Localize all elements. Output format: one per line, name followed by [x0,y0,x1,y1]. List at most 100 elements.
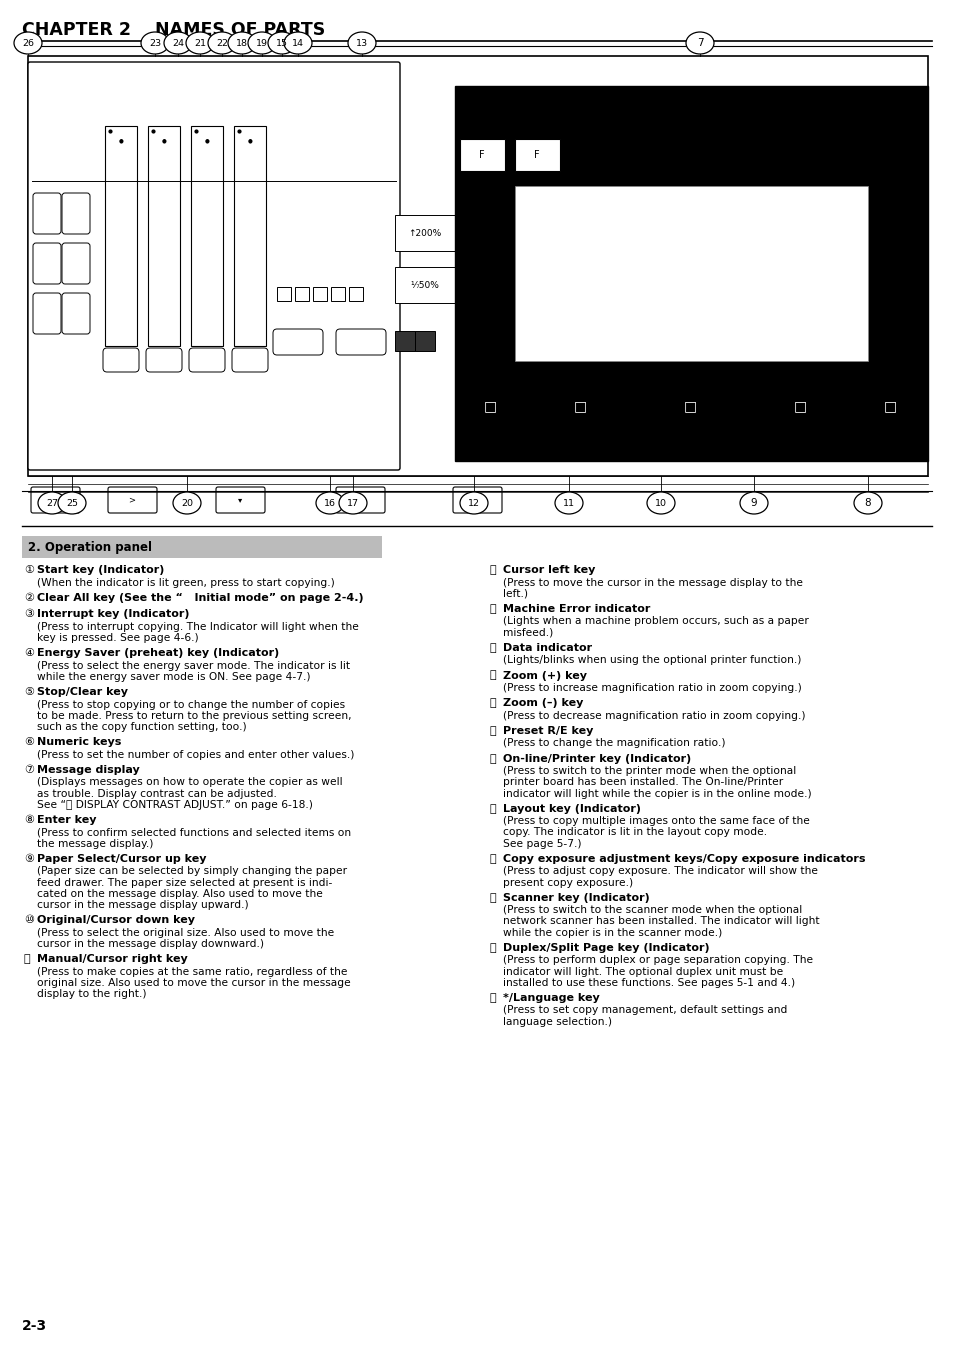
Text: Layout key (Indicator): Layout key (Indicator) [502,804,640,813]
Text: left.): left.) [502,589,527,598]
Text: while the copier is in the scanner mode.): while the copier is in the scanner mode.… [502,928,721,938]
Ellipse shape [555,492,582,513]
Text: <: < [51,496,58,504]
Bar [455,86,927,461]
Bar [294,286,309,301]
Bar [28,55,927,476]
Ellipse shape [338,492,367,513]
Bar [105,126,137,346]
FancyBboxPatch shape [189,349,225,372]
FancyBboxPatch shape [335,486,385,513]
Text: □: □ [682,399,696,413]
Text: Zoom (+) key: Zoom (+) key [502,670,586,681]
Ellipse shape [172,492,201,513]
Text: (Paper size can be selected by simply changing the paper: (Paper size can be selected by simply ch… [37,866,347,877]
Ellipse shape [164,32,192,54]
Text: ⒵: ⒵ [490,943,497,952]
Text: (Displays messages on how to operate the copier as well: (Displays messages on how to operate the… [37,777,342,788]
Bar [313,286,327,301]
Text: Zoom (–) key: Zoom (–) key [502,698,583,708]
Ellipse shape [248,32,275,54]
Text: See page 5-7.): See page 5-7.) [502,839,581,848]
Ellipse shape [315,492,344,513]
Text: Paper Select/Cursor up key: Paper Select/Cursor up key [37,854,206,863]
Ellipse shape [740,492,767,513]
Ellipse shape [268,32,295,54]
Ellipse shape [284,32,312,54]
Text: □: □ [882,399,896,413]
Ellipse shape [208,32,235,54]
Text: ...: ... [473,496,480,504]
FancyBboxPatch shape [62,243,90,284]
Text: (Press to select the original size. Also used to move the: (Press to select the original size. Also… [37,928,334,938]
Bar [331,286,345,301]
Bar [148,126,180,346]
FancyBboxPatch shape [453,486,501,513]
Text: ⑱: ⑱ [490,754,497,763]
Text: ▴: ▴ [357,496,362,504]
Text: Clear All key (See the “   Initial mode” on page 2-4.): Clear All key (See the “ Initial mode” o… [37,593,363,603]
Text: □: □ [483,399,497,413]
Ellipse shape [14,32,42,54]
Text: network scanner has been installed. The indicator will light: network scanner has been installed. The … [502,916,819,927]
Text: feed drawer. The paper size selected at present is indi-: feed drawer. The paper size selected at … [37,878,332,888]
Text: (Press to move the cursor in the message display to the: (Press to move the cursor in the message… [502,577,802,588]
Text: 10: 10 [655,499,666,508]
FancyBboxPatch shape [33,193,61,234]
Ellipse shape [459,492,488,513]
Text: 18: 18 [235,38,248,47]
Text: 9: 9 [750,499,757,508]
Text: present copy exposure.): present copy exposure.) [502,878,633,888]
Bar [515,186,867,361]
Text: as trouble. Display contrast can be adjusted.: as trouble. Display contrast can be adju… [37,789,276,798]
Text: ⑤: ⑤ [24,688,34,697]
Ellipse shape [38,492,66,513]
Text: 14: 14 [292,38,304,47]
Text: Original/Cursor down key: Original/Cursor down key [37,915,194,925]
Text: Preset R/E key: Preset R/E key [502,725,593,736]
Text: ⑲: ⑲ [490,804,497,813]
FancyBboxPatch shape [215,486,265,513]
Text: printer board has been installed. The On-line/Printer: printer board has been installed. The On… [502,777,782,788]
Text: (Press to stop copying or to change the number of copies: (Press to stop copying or to change the … [37,700,345,709]
Text: (Press to set the number of copies and enter other values.): (Press to set the number of copies and e… [37,750,354,759]
Text: ⑧: ⑧ [24,815,34,825]
Text: Energy Saver (preheat) key (Indicator): Energy Saver (preheat) key (Indicator) [37,648,279,658]
Text: 15: 15 [275,38,288,47]
Bar [395,215,455,251]
Text: (Press to interrupt copying. The Indicator will light when the: (Press to interrupt copying. The Indicat… [37,621,358,632]
Text: */Language key: */Language key [502,993,599,1002]
Text: Enter key: Enter key [37,815,96,825]
Text: ⑰: ⑰ [490,725,497,736]
FancyBboxPatch shape [103,349,139,372]
FancyBboxPatch shape [33,243,61,284]
FancyBboxPatch shape [232,349,268,372]
Text: installed to use these functions. See pages 5-1 and 4.): installed to use these functions. See pa… [502,978,794,988]
Text: (Press to confirm selected functions and selected items on: (Press to confirm selected functions and… [37,827,351,838]
Text: ⅐50%: ⅐50% [410,281,439,289]
Text: See “ⓦ DISPLAY CONTRAST ADJUST.” on page 6-18.): See “ⓦ DISPLAY CONTRAST ADJUST.” on page… [37,800,313,809]
Bar [459,139,504,172]
Bar [515,139,559,172]
Text: while the energy saver mode is ON. See page 4-7.): while the energy saver mode is ON. See p… [37,671,310,682]
Text: (Press to switch to the printer mode when the optional: (Press to switch to the printer mode whe… [502,766,796,775]
Text: ⑮: ⑮ [490,670,497,681]
Text: Manual/Cursor right key: Manual/Cursor right key [37,954,188,965]
Text: display to the right.): display to the right.) [37,989,147,998]
Text: (Press to make copies at the same ratio, regardless of the: (Press to make copies at the same ratio,… [37,966,347,977]
Text: ⑥: ⑥ [24,738,34,747]
Text: 21: 21 [193,38,206,47]
Text: ④: ④ [24,648,34,658]
Bar [395,267,455,303]
Bar [395,331,415,351]
Text: ⑬: ⑬ [490,604,497,613]
Text: Copy exposure adjustment keys/Copy exposure indicators: Copy exposure adjustment keys/Copy expos… [502,854,864,863]
Text: Interrupt key (Indicator): Interrupt key (Indicator) [37,609,190,619]
FancyBboxPatch shape [30,486,80,513]
Text: ▾: ▾ [237,496,242,504]
Text: On-line/Printer key (Indicator): On-line/Printer key (Indicator) [502,754,691,763]
Text: 23: 23 [149,38,161,47]
Text: ②: ② [24,593,34,603]
Text: Ⓐ: Ⓐ [490,993,497,1002]
FancyBboxPatch shape [108,486,157,513]
